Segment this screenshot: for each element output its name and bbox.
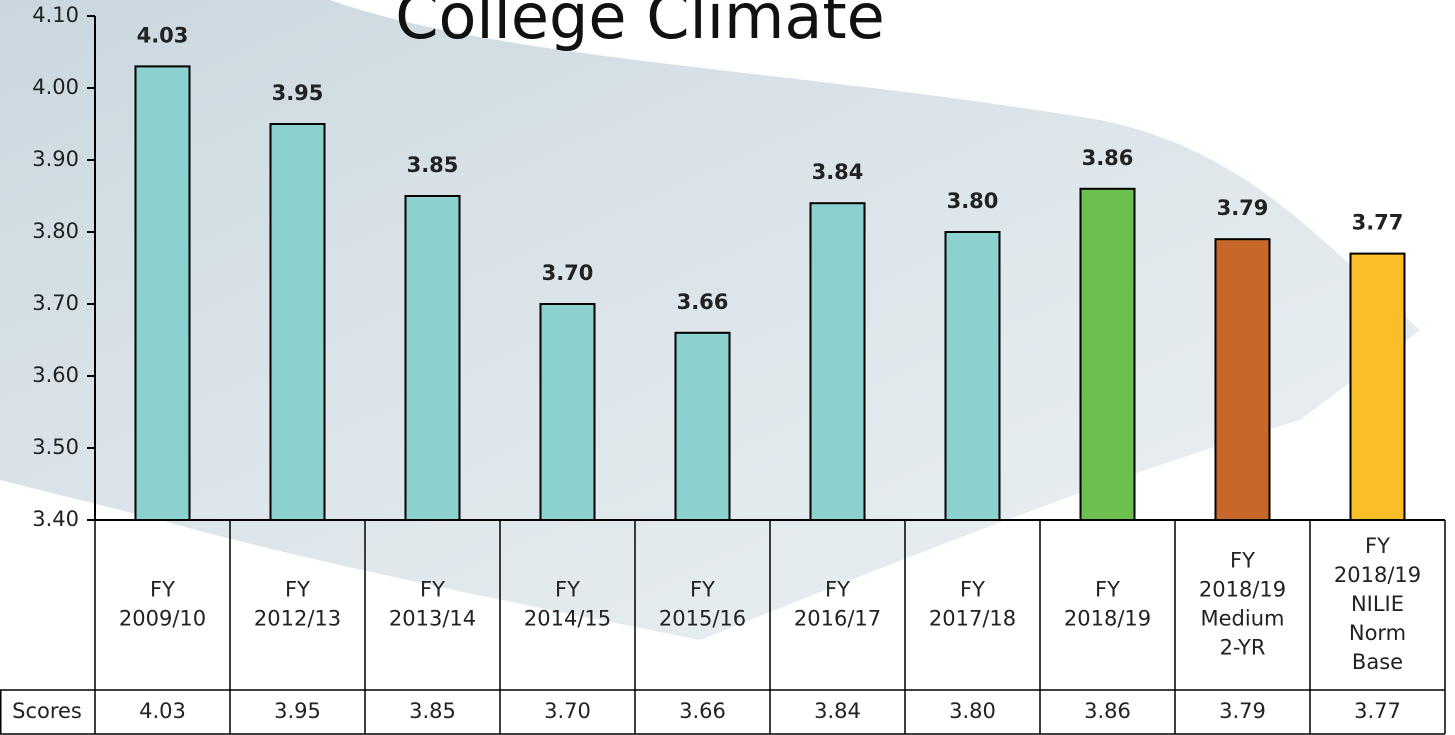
x-category-label: FY [1095, 578, 1120, 602]
table-score: 3.86 [1084, 699, 1131, 723]
y-tick-label: 3.50 [32, 435, 79, 459]
x-category-label: 2018/19 [1064, 607, 1151, 631]
x-category-label: 2-YR [1220, 636, 1266, 660]
x-category-label: 2009/10 [119, 607, 206, 631]
x-category-label: FY [960, 578, 985, 602]
value-label: 3.80 [947, 189, 999, 213]
background-brush [0, 0, 1420, 640]
x-category-label: 2015/16 [659, 607, 746, 631]
bar [674, 331, 731, 521]
x-category-label: 2013/14 [389, 607, 476, 631]
value-label: 3.77 [1352, 211, 1404, 235]
y-tick-label: 4.00 [32, 75, 79, 99]
x-category-label: FY [285, 578, 310, 602]
bar [1079, 187, 1136, 522]
x-category-label: FY [825, 578, 850, 602]
value-label: 4.03 [137, 23, 189, 47]
y-tick-label: 4.10 [32, 3, 79, 27]
bar [269, 123, 326, 521]
bar [1349, 252, 1406, 521]
bar [539, 303, 596, 521]
x-category-label: FY [420, 578, 445, 602]
bar [944, 231, 1001, 521]
x-category-label: Medium [1201, 607, 1285, 631]
bar [404, 195, 461, 521]
table-score: 3.84 [814, 699, 861, 723]
table-score: 3.77 [1354, 699, 1401, 723]
x-category-label: NILIE [1351, 592, 1404, 616]
table-score: 3.85 [409, 699, 456, 723]
y-tick-label: 3.80 [32, 219, 79, 243]
x-category-label: FY [1230, 549, 1255, 573]
table-score: 3.70 [544, 699, 591, 723]
y-tick-label: 3.40 [32, 507, 79, 531]
table-score: 3.95 [274, 699, 321, 723]
value-label: 3.95 [272, 81, 324, 105]
y-tick-label: 3.90 [32, 147, 79, 171]
x-category-label: FY [1365, 534, 1390, 558]
x-category-label: 2017/18 [929, 607, 1016, 631]
table-row-label: Scores [12, 699, 82, 723]
value-label: 3.85 [407, 153, 459, 177]
table-score: 3.80 [949, 699, 996, 723]
value-label: 3.79 [1217, 196, 1269, 220]
value-label: 3.86 [1082, 146, 1134, 170]
x-category-label: 2018/19 [1334, 563, 1421, 587]
x-category-label: Base [1352, 650, 1403, 674]
y-tick-label: 3.70 [32, 291, 79, 315]
table-score: 3.66 [679, 699, 726, 723]
chart-title: College Climate [395, 0, 885, 53]
x-category-label: FY [150, 578, 175, 602]
value-label: 3.84 [812, 160, 864, 184]
plot-area: 3.40 3.50 3.60 3.70 3.80 3.90 4.00 4.10 Scores 4.… [0, 3, 1446, 735]
y-tick-label: 3.60 [32, 363, 79, 387]
x-category-label: 2012/13 [254, 607, 341, 631]
x-category-label: 2018/19 [1199, 578, 1286, 602]
bar [809, 202, 866, 521]
value-label: 3.66 [677, 290, 729, 314]
bar [1214, 238, 1271, 521]
table-score: 3.79 [1219, 699, 1266, 723]
x-category-label: FY [555, 578, 580, 602]
x-category-label: Norm [1349, 621, 1406, 645]
value-label: 3.70 [542, 261, 594, 285]
bar [134, 65, 191, 522]
x-category-label: 2014/15 [524, 607, 611, 631]
table-score: 4.03 [139, 699, 186, 723]
x-category-label: 2016/17 [794, 607, 881, 631]
x-category-label: FY [690, 578, 715, 602]
